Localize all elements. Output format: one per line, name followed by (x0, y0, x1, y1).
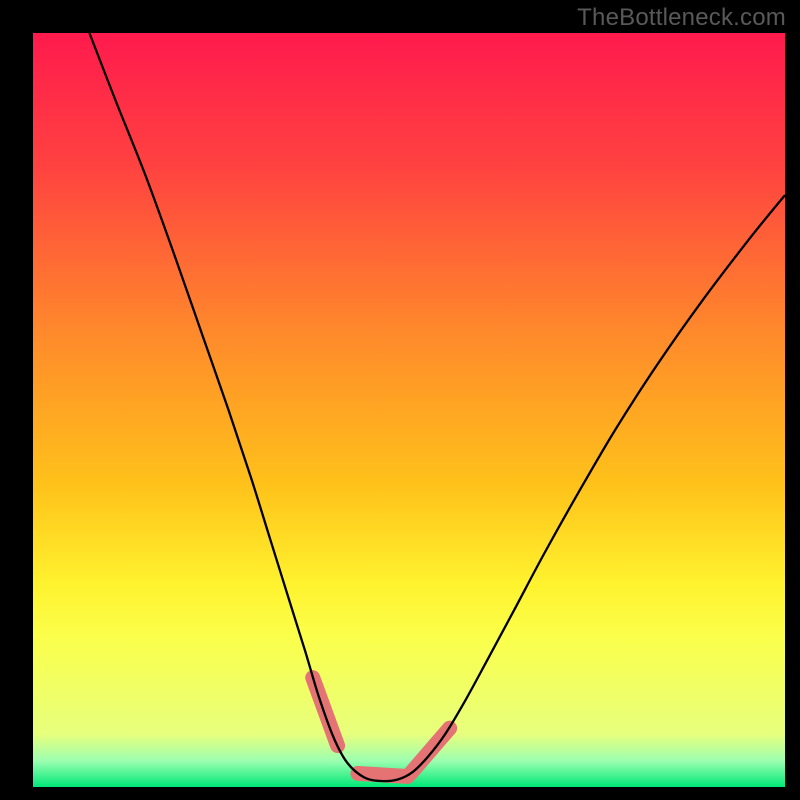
curve-overlay (33, 33, 785, 787)
gradient-plot-area (33, 33, 785, 787)
bottleneck-curve (89, 33, 785, 781)
watermark-text: TheBottleneck.com (577, 4, 786, 32)
canvas: TheBottleneck.com (0, 0, 800, 800)
highlight-segment (358, 773, 408, 776)
